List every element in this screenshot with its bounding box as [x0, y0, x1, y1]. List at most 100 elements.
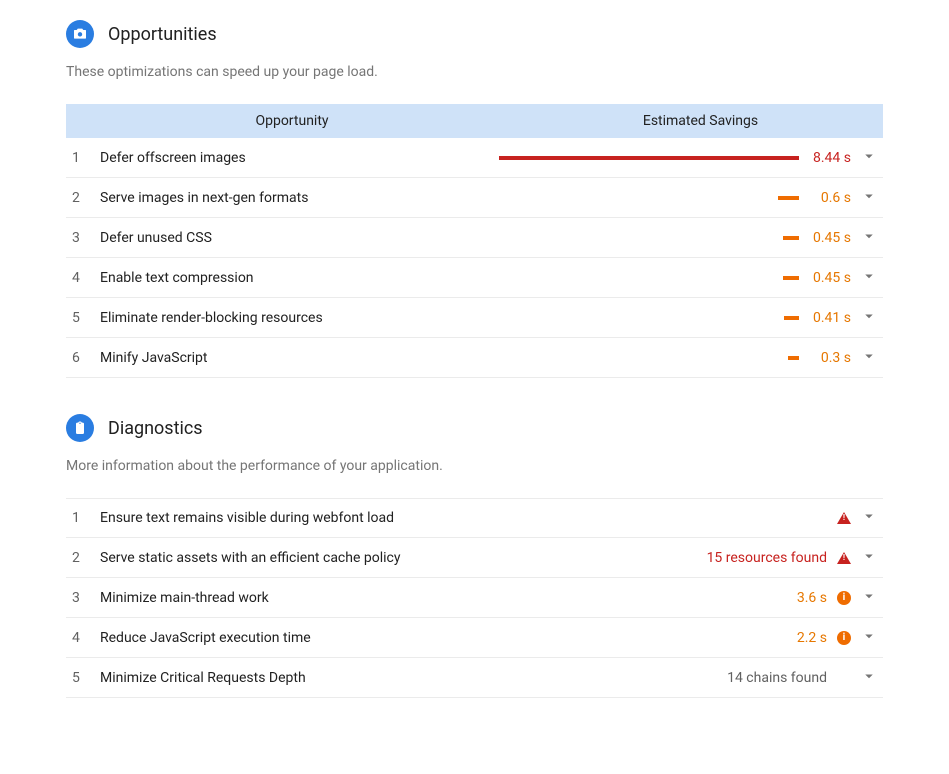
savings-value: 0.6 s [799, 190, 855, 206]
opportunity-row[interactable]: 4Enable text compression 0.45 s [66, 258, 883, 298]
diagnostic-row[interactable]: 2Serve static assets with an efficient c… [66, 538, 883, 578]
chevron-down-icon [860, 267, 878, 285]
row-label: Serve images in next-gen formats [94, 190, 499, 206]
savings-bar-cell [499, 178, 799, 217]
diagnostic-status [833, 512, 855, 524]
opportunity-row[interactable]: 5Eliminate render-blocking resources 0.41… [66, 298, 883, 338]
row-index: 5 [66, 670, 94, 686]
row-index: 4 [66, 630, 94, 646]
column-header-opportunity: Opportunity [66, 113, 518, 129]
expand-toggle[interactable] [855, 667, 883, 689]
opportunities-header: Opportunities [66, 20, 883, 48]
opportunities-title: Opportunities [108, 24, 217, 45]
row-label: Defer unused CSS [94, 230, 499, 246]
chevron-down-icon [860, 347, 878, 365]
expand-toggle[interactable] [855, 147, 883, 169]
row-label: Ensure text remains visible during webfo… [94, 510, 827, 526]
savings-bar [778, 196, 799, 200]
diagnostics-section: Diagnostics More information about the p… [66, 414, 883, 698]
report-container: Opportunities These optimizations can sp… [0, 0, 949, 774]
diagnostics-title: Diagnostics [108, 418, 203, 439]
savings-value: 0.45 s [799, 230, 855, 246]
expand-toggle[interactable] [855, 547, 883, 569]
row-index: 3 [66, 230, 94, 246]
diagnostic-value: 15 resources found [707, 550, 833, 566]
savings-bar-cell [499, 298, 799, 337]
opportunities-icon [66, 20, 94, 48]
savings-bar-cell [499, 138, 799, 177]
opportunity-row[interactable]: 1Defer offscreen images 8.44 s [66, 138, 883, 178]
savings-bar [783, 276, 799, 280]
diagnostic-value: 2.2 s [797, 630, 833, 646]
column-header-savings: Estimated Savings [518, 113, 883, 129]
savings-value: 8.44 s [799, 150, 855, 166]
opportunities-table-header: Opportunity Estimated Savings [66, 104, 883, 138]
savings-bar [783, 236, 799, 240]
row-index: 1 [66, 510, 94, 526]
row-index: 4 [66, 270, 94, 286]
savings-bar [784, 316, 799, 320]
clipboard-icon [66, 414, 94, 442]
savings-bar [788, 356, 799, 360]
row-label: Serve static assets with an efficient ca… [94, 550, 707, 566]
row-index: 2 [66, 190, 94, 206]
expand-toggle[interactable] [855, 267, 883, 289]
diagnostic-value: 14 chains found [727, 670, 833, 686]
row-label: Reduce JavaScript execution time [94, 630, 797, 646]
expand-toggle[interactable] [855, 227, 883, 249]
chevron-down-icon [860, 187, 878, 205]
row-label: Minimize main-thread work [94, 590, 797, 606]
warning-icon [837, 512, 851, 524]
opportunities-subtitle: These optimizations can speed up your pa… [66, 64, 883, 80]
savings-value: 0.41 s [799, 310, 855, 326]
diagnostics-rows: 1Ensure text remains visible during webf… [66, 498, 883, 698]
diagnostic-status: i [833, 591, 855, 605]
savings-value: 0.3 s [799, 350, 855, 366]
expand-toggle[interactable] [855, 587, 883, 609]
diagnostic-row[interactable]: 4Reduce JavaScript execution time2.2 s i [66, 618, 883, 658]
diagnostics-subtitle: More information about the performance o… [66, 458, 883, 474]
row-label: Minimize Critical Requests Depth [94, 670, 727, 686]
info-icon: i [837, 591, 851, 605]
row-label: Eliminate render-blocking resources [94, 310, 499, 326]
diagnostic-row[interactable]: 3Minimize main-thread work3.6 si [66, 578, 883, 618]
opportunity-row[interactable]: 2Serve images in next-gen formats 0.6 s [66, 178, 883, 218]
savings-bar-cell [499, 338, 799, 377]
info-icon: i [837, 631, 851, 645]
expand-toggle[interactable] [855, 307, 883, 329]
expand-toggle[interactable] [855, 627, 883, 649]
opportunity-row[interactable]: 6Minify JavaScript 0.3 s [66, 338, 883, 378]
diagnostic-value: 3.6 s [797, 590, 833, 606]
expand-toggle[interactable] [855, 187, 883, 209]
expand-toggle[interactable] [855, 507, 883, 529]
row-label: Defer offscreen images [94, 150, 499, 166]
row-index: 1 [66, 150, 94, 166]
row-index: 6 [66, 350, 94, 366]
savings-bar-cell [499, 218, 799, 257]
opportunities-rows: 1Defer offscreen images 8.44 s 2Serve imag… [66, 138, 883, 378]
chevron-down-icon [860, 507, 878, 525]
warning-icon [837, 552, 851, 564]
chevron-down-icon [860, 667, 878, 685]
chevron-down-icon [860, 307, 878, 325]
row-label: Minify JavaScript [94, 350, 499, 366]
opportunity-row[interactable]: 3Defer unused CSS 0.45 s [66, 218, 883, 258]
opportunities-section: Opportunities These optimizations can sp… [66, 20, 883, 378]
row-index: 2 [66, 550, 94, 566]
chevron-down-icon [860, 627, 878, 645]
savings-bar-cell [499, 258, 799, 297]
chevron-down-icon [860, 547, 878, 565]
chevron-down-icon [860, 147, 878, 165]
row-label: Enable text compression [94, 270, 499, 286]
diagnostic-row[interactable]: 5Minimize Critical Requests Depth14 chai… [66, 658, 883, 698]
diagnostics-header: Diagnostics [66, 414, 883, 442]
chevron-down-icon [860, 227, 878, 245]
diagnostic-row[interactable]: 1Ensure text remains visible during webf… [66, 498, 883, 538]
savings-value: 0.45 s [799, 270, 855, 286]
chevron-down-icon [860, 587, 878, 605]
savings-bar [499, 156, 799, 160]
diagnostic-status [833, 552, 855, 564]
diagnostic-status: i [833, 631, 855, 645]
expand-toggle[interactable] [855, 347, 883, 369]
row-index: 5 [66, 310, 94, 326]
